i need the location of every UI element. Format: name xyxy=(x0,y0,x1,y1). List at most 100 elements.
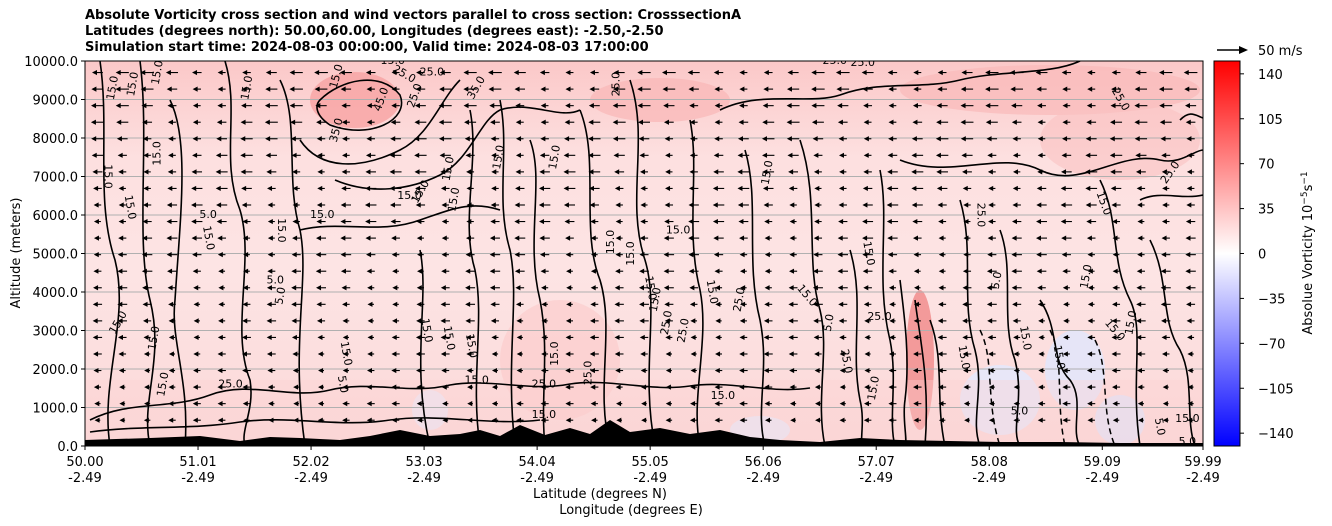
wind-vector xyxy=(1185,252,1196,258)
contour-label: 15.0 xyxy=(149,59,166,85)
wind-vector xyxy=(839,417,847,423)
wind-vector xyxy=(94,417,101,423)
wind-vector xyxy=(1136,334,1146,341)
wind-vector xyxy=(417,417,424,423)
wind-vector xyxy=(366,86,375,92)
wind-vector xyxy=(391,384,400,390)
wind-vector xyxy=(1112,218,1121,225)
wind-vector xyxy=(292,351,300,357)
wind-vector xyxy=(1037,119,1046,125)
colorbar-tick-label: −140 xyxy=(1258,427,1294,442)
quiver-key: 50 m/s xyxy=(1217,44,1303,59)
wind-vector xyxy=(786,86,800,92)
wind-vector xyxy=(265,136,278,142)
wind-vector xyxy=(515,185,525,192)
wind-vector xyxy=(912,218,923,225)
wind-vector xyxy=(216,202,228,208)
wind-vector xyxy=(1134,136,1148,142)
wind-vector xyxy=(737,169,750,175)
wind-vector xyxy=(118,185,126,192)
wind-vector xyxy=(1137,252,1145,258)
wind-vector xyxy=(838,185,847,192)
wind-vector xyxy=(962,318,972,324)
wind-vector xyxy=(563,152,576,158)
wind-vector xyxy=(763,86,774,92)
negative-contours xyxy=(979,329,1116,446)
wind-vector xyxy=(491,169,499,175)
wind-vector xyxy=(1111,367,1121,374)
wind-vector xyxy=(912,119,923,125)
wind-vector xyxy=(1112,268,1120,274)
wind-vector xyxy=(1087,301,1095,307)
x-tick-label-lat: 51.01 xyxy=(179,455,216,470)
wind-vector xyxy=(118,169,127,175)
wind-vector xyxy=(541,334,548,341)
wind-vector xyxy=(888,351,896,357)
wind-vector xyxy=(292,185,300,192)
wind-vector xyxy=(837,285,848,291)
wind-vector xyxy=(789,268,798,274)
wind-vector xyxy=(168,334,176,341)
wind-vector xyxy=(962,268,972,274)
wind-vector xyxy=(167,285,177,291)
wind-vector xyxy=(117,318,127,324)
wind-vector xyxy=(764,417,772,423)
wind-vector xyxy=(316,202,326,208)
wind-vector xyxy=(342,351,349,357)
wind-vector xyxy=(92,318,103,324)
wind-vector xyxy=(191,202,203,208)
wind-vector xyxy=(687,69,700,76)
wind-vector xyxy=(167,169,177,175)
contour-label: 15.0 xyxy=(200,225,217,251)
x-tick-label-lat: 54.04 xyxy=(519,455,556,470)
wind-vector xyxy=(715,318,722,324)
wind-vector xyxy=(1012,202,1021,208)
wind-vector xyxy=(167,119,176,125)
wind-vector xyxy=(267,384,275,390)
wind-vector xyxy=(863,301,872,307)
wind-vector xyxy=(863,103,873,109)
wind-vector xyxy=(1136,351,1146,357)
wind-vector xyxy=(142,218,152,225)
wind-vector xyxy=(690,401,698,407)
x-tick-label-lat: 59.09 xyxy=(1084,455,1121,470)
wind-vector xyxy=(663,103,675,109)
wind-vector xyxy=(988,367,996,374)
contour-label: 25.0 xyxy=(658,310,675,336)
wind-vector xyxy=(391,103,400,109)
contour-label: 25.0 xyxy=(675,317,692,343)
wind-vector xyxy=(491,367,498,374)
wind-vector xyxy=(243,268,250,274)
wind-vector xyxy=(863,119,872,125)
wind-vector xyxy=(415,185,426,192)
wind-vector xyxy=(1110,103,1122,109)
wind-vector xyxy=(489,285,500,291)
wind-vector xyxy=(391,86,400,92)
wind-vector xyxy=(440,334,450,341)
wind-vector xyxy=(140,86,154,92)
wind-vector xyxy=(690,384,698,390)
wind-vector xyxy=(118,351,127,357)
wind-vector xyxy=(367,301,374,307)
wind-vector xyxy=(1060,185,1073,192)
wind-vector xyxy=(788,185,798,192)
wind-vector xyxy=(789,218,797,225)
wind-vector xyxy=(1062,119,1071,125)
colorbar xyxy=(1213,60,1241,447)
wind-vector xyxy=(191,169,203,175)
wind-vector xyxy=(365,235,376,241)
wind-vector xyxy=(640,185,648,192)
wind-vector xyxy=(365,185,377,192)
contour-label: 15.0 xyxy=(122,194,139,220)
wind-vector xyxy=(539,152,550,158)
wind-vector xyxy=(714,367,723,374)
wind-vector xyxy=(439,152,451,158)
wind-vector xyxy=(539,218,551,225)
wind-vector xyxy=(166,218,178,225)
wind-vector xyxy=(1187,384,1194,390)
wind-vector xyxy=(1134,103,1148,109)
wind-vector xyxy=(863,401,872,407)
wind-vector xyxy=(540,119,549,125)
wind-vector xyxy=(937,86,948,92)
wind-vector xyxy=(566,285,573,291)
